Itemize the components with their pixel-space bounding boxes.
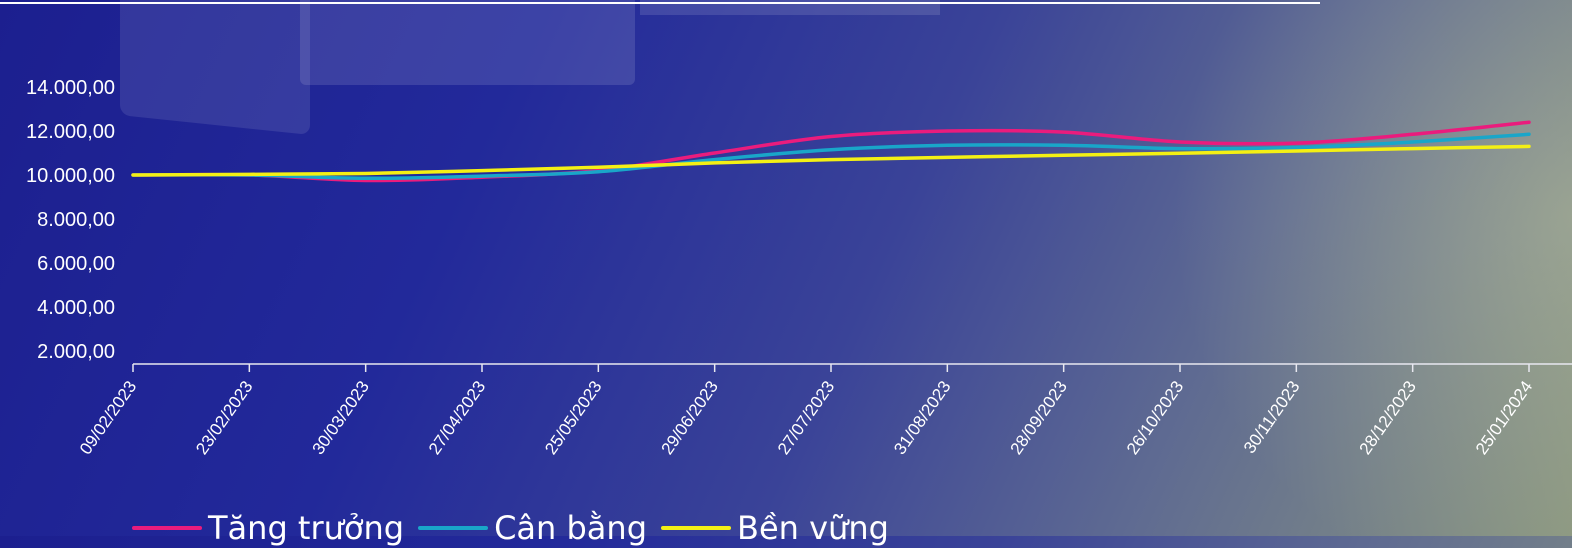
legend-item: Cân bằng <box>418 508 647 548</box>
x-axis: 09/02/2023 23/02/2023 30/03/2023 27/04/2023… <box>76 363 1572 458</box>
series-lines <box>131 120 1531 183</box>
x-tick-label: 31/08/2023 <box>890 377 954 458</box>
x-tick-label: 29/06/2023 <box>658 377 722 458</box>
x-tick-label: 30/11/2023 <box>1240 377 1304 457</box>
legend-item: Bền vững <box>661 508 889 548</box>
x-tick-label: 28/12/2023 <box>1356 377 1420 458</box>
y-tick-label: 14.000,00 <box>26 77 115 99</box>
legend-swatch <box>418 526 489 530</box>
x-tick-label: 27/04/2023 <box>425 377 489 458</box>
legend-swatch <box>661 526 731 530</box>
y-tick-label: 4.000,00 <box>37 297 115 319</box>
x-tick-label: 25/01/2024 <box>1472 377 1536 458</box>
legend-label: Cân bằng <box>494 509 647 547</box>
y-axis: 14.000,00 12.000,00 10.000,00 8.000,00 6.000… <box>26 77 115 363</box>
y-tick-label: 12.000,00 <box>26 121 115 143</box>
y-tick-label: 6.000,00 <box>37 253 115 275</box>
x-tick-label: 30/03/2023 <box>309 377 373 458</box>
x-tick-label: 09/02/2023 <box>76 377 140 458</box>
legend-item: Tăng trưởng <box>132 508 404 548</box>
line-chart: 14.000,00 12.000,00 10.000,00 8.000,00 6.000… <box>26 77 1572 458</box>
series-line-1 <box>131 120 1531 183</box>
chart-legend: Tăng trưởng Cân bằng Bền vững <box>132 508 903 548</box>
legend-label: Tăng trưởng <box>208 509 405 547</box>
x-tick-label: 28/09/2023 <box>1007 377 1071 458</box>
x-tick-label: 25/05/2023 <box>541 377 605 458</box>
top-divider <box>0 2 1320 4</box>
x-tick-label: 23/02/2023 <box>192 377 256 458</box>
series-line-3 <box>131 144 1531 177</box>
x-tick-label: 26/10/2023 <box>1123 377 1187 458</box>
y-tick-label: 8.000,00 <box>37 209 115 231</box>
x-tick-label: 27/07/2023 <box>774 377 838 458</box>
y-tick-label: 10.000,00 <box>26 165 115 187</box>
legend-swatch <box>132 526 202 530</box>
y-tick-label: 2.000,00 <box>37 341 115 363</box>
legend-label: Bền vững <box>737 509 889 547</box>
series-line-2 <box>131 132 1531 181</box>
